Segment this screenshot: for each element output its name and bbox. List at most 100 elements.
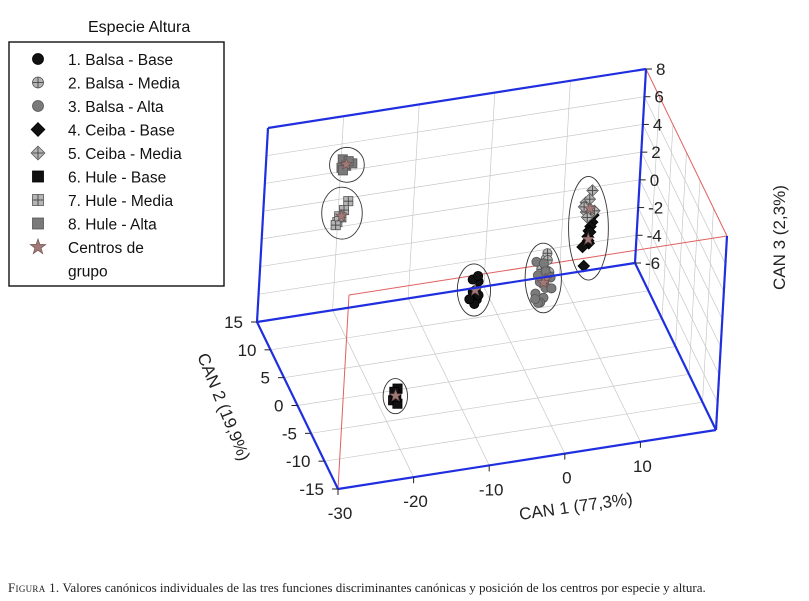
legend-entry: 2. Balsa - Media <box>32 76 180 93</box>
y-tick-label: -5 <box>282 424 297 443</box>
legend-entry: 3. Balsa - Alta <box>32 99 164 116</box>
chart-gridlines <box>256 80 726 490</box>
group-centroid-star <box>583 201 597 215</box>
backwall-gridline <box>258 234 637 295</box>
legend-label: 8. Hule - Alta <box>68 217 157 234</box>
group-centroid-star <box>536 275 551 289</box>
group-ellipse <box>524 242 562 314</box>
data-point <box>343 196 354 207</box>
data-point <box>546 283 557 294</box>
data-point <box>337 165 348 176</box>
z-tick-label: 6 <box>654 88 663 107</box>
backwall-gridline <box>260 207 639 267</box>
legend-entry: 8. Hule - Alta <box>32 217 157 234</box>
backwall-gridline <box>407 104 420 299</box>
legend-marker <box>32 100 44 112</box>
legend-entry: Centros de <box>29 237 144 257</box>
figure-caption-text: Valores canónicos individuales de las tr… <box>62 580 706 595</box>
legend-entry: 5. Ceiba - Media <box>30 145 182 163</box>
legend-label: grupo <box>68 264 108 281</box>
group-centroid-star <box>581 231 596 246</box>
legend-entry: 1. Balsa - Base <box>32 52 173 69</box>
legend-marker <box>32 170 44 183</box>
legend-marker <box>32 217 44 230</box>
z-tick-label: 0 <box>650 171 659 190</box>
data-point <box>473 270 484 281</box>
frame-edge <box>337 428 717 491</box>
sidewall-gridline <box>639 179 722 348</box>
frame-edge <box>633 68 648 264</box>
y-tick-label: 15 <box>224 313 243 332</box>
group-ellipses <box>321 146 609 415</box>
floor-gridline <box>270 290 649 351</box>
legend-label: 5. Ceiba - Media <box>68 146 182 163</box>
sidewall-gridline <box>644 96 726 264</box>
sidewall-gridline <box>688 180 701 375</box>
figure-caption-label: Figura 1. <box>8 580 60 595</box>
legend-entry: 7. Hule - Media <box>32 193 173 210</box>
backwall-gridline <box>483 92 496 287</box>
data-point <box>464 294 475 305</box>
y-tick-label: -15 <box>299 480 324 499</box>
legend-marker <box>30 122 46 137</box>
sidewall-gridline <box>642 124 725 292</box>
data-points <box>330 154 601 409</box>
frame-edge <box>255 127 270 323</box>
sidewall-gridline <box>675 152 687 347</box>
group-centroid-star <box>388 388 403 402</box>
x-tick-label: -10 <box>479 480 504 499</box>
legend-marker <box>29 237 47 255</box>
z-tick-label: -4 <box>647 226 662 245</box>
frame-edge <box>634 262 717 431</box>
backwall-gridline <box>261 179 640 240</box>
frame-edge <box>267 67 647 130</box>
floor-gridline <box>324 401 703 462</box>
legend-label: 3. Balsa - Alta <box>68 99 164 116</box>
z-tick-label: -6 <box>645 254 660 273</box>
legend-label: 6. Hule - Base <box>68 170 166 187</box>
floor-gridline <box>283 318 663 379</box>
group-centroid-star <box>339 157 354 171</box>
z-tick-label: -2 <box>648 199 663 218</box>
legend-label: 2. Balsa - Media <box>68 76 180 93</box>
y-tick-label: 0 <box>274 397 283 416</box>
x-tick-label: -30 <box>328 504 353 523</box>
sidewall-gridline <box>661 124 674 319</box>
z-tick-label: 2 <box>651 143 660 162</box>
x-axis-title: CAN 1 (77,3%) <box>518 489 634 524</box>
x-tick-label: 10 <box>633 457 652 476</box>
z-axis-title: CAN 3 (2,3%) <box>770 185 789 290</box>
legend-marker <box>32 76 44 89</box>
backwall-gridline <box>266 96 645 157</box>
y-axis-title: CAN 2 (19,9%) <box>193 350 253 463</box>
group-centroid-star <box>334 208 349 222</box>
legend-label: 4. Ceiba - Base <box>68 123 175 140</box>
figure-caption: Figura 1. Valores canónicos individuales… <box>8 580 808 596</box>
legend-label: 7. Hule - Media <box>68 193 173 210</box>
sidewall-gridline <box>636 235 718 403</box>
floor-gridline <box>310 373 690 434</box>
legend-marker <box>32 53 44 65</box>
data-point <box>330 220 341 231</box>
legend-marker <box>30 145 46 161</box>
sidewall-gridline <box>702 208 714 403</box>
sidewall-gridline <box>648 96 660 291</box>
z-tick-label: 4 <box>653 115 662 134</box>
legend-entry: grupo <box>68 264 108 281</box>
legend-marker <box>32 194 44 206</box>
x-tick-label: -20 <box>403 492 428 511</box>
group-ellipse <box>329 146 365 183</box>
y-tick-label: 5 <box>261 369 270 388</box>
legend-entry: 4. Ceiba - Base <box>30 122 175 140</box>
sidewall-gridline <box>637 207 720 375</box>
data-point <box>530 294 541 305</box>
x-tick-label: 0 <box>562 469 571 488</box>
back-edge <box>645 68 728 237</box>
group-ellipse <box>382 378 408 415</box>
group-ellipse <box>321 186 363 240</box>
backwall-gridline <box>559 80 571 275</box>
back-edge <box>337 294 350 490</box>
legend-entry: 6. Hule - Base <box>32 170 166 187</box>
